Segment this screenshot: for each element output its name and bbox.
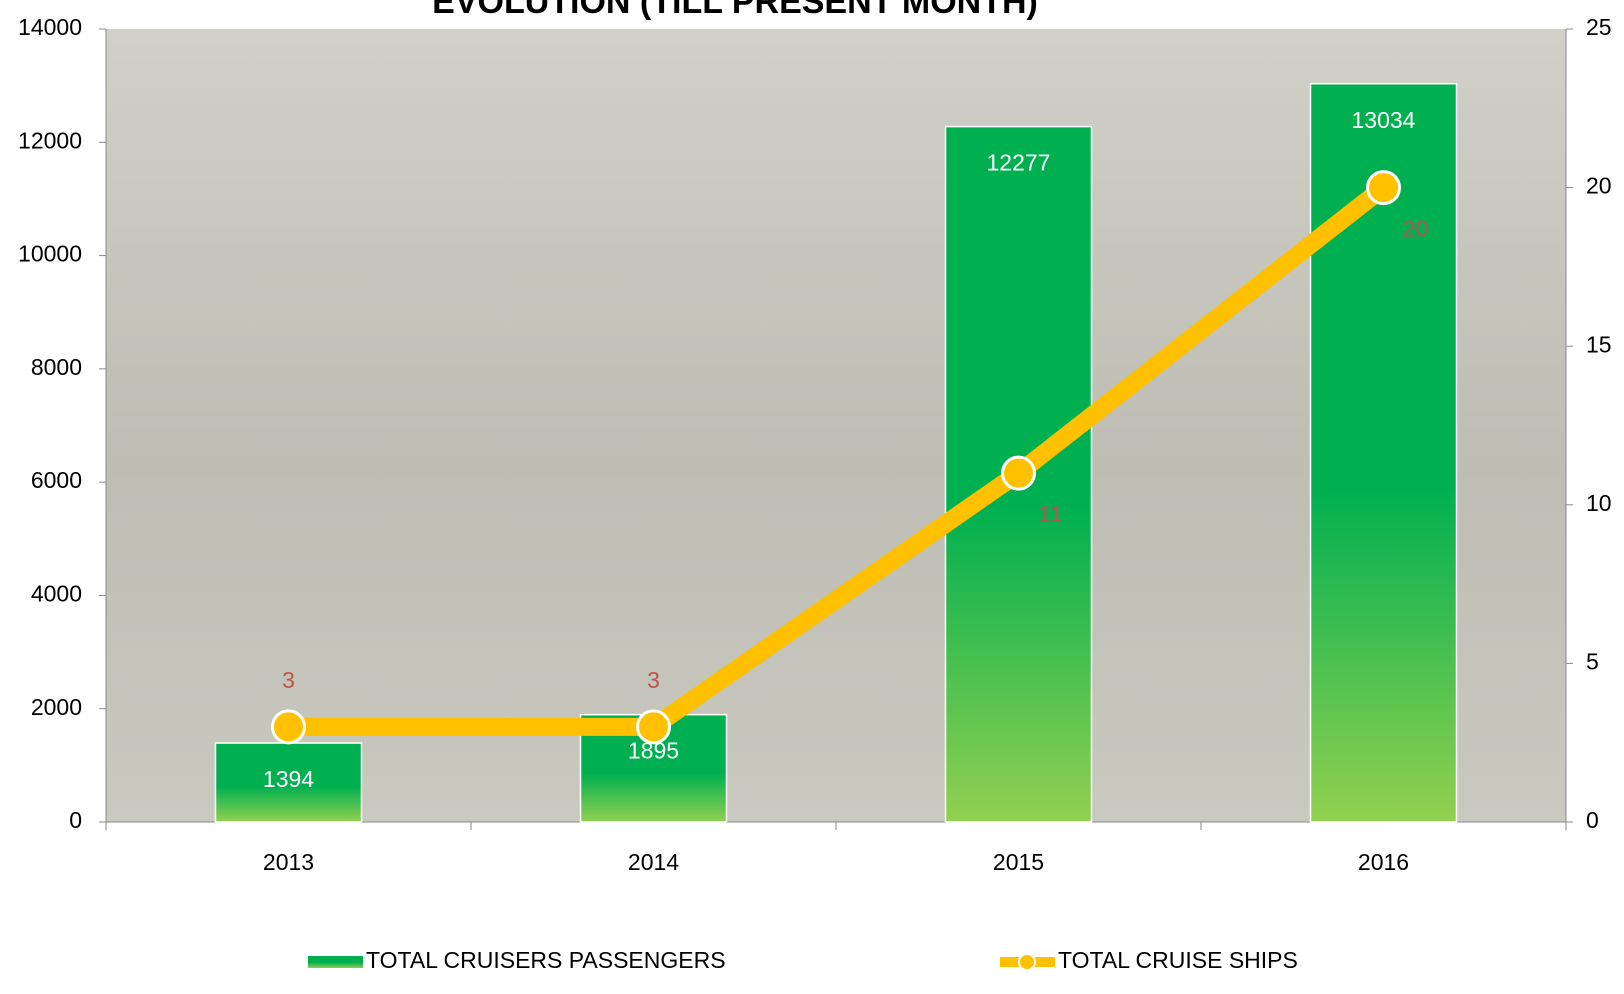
y2-tick-label: 15 <box>1586 331 1612 357</box>
x-tick-label: 2015 <box>993 849 1044 875</box>
line-value-label: 3 <box>282 667 295 693</box>
y2-tick-label: 0 <box>1586 807 1599 833</box>
legend-label: TOTAL CRUISE SHIPS <box>1058 947 1298 973</box>
y-tick-label: 14000 <box>18 14 82 40</box>
line <box>288 180 1390 736</box>
y-tick-label: 10000 <box>18 241 82 267</box>
legend-label: TOTAL CRUISERS PASSENGERS <box>366 947 726 973</box>
bar-value-label: 12277 <box>987 150 1051 176</box>
y-tick-label: 6000 <box>31 467 82 493</box>
x-tick-label: 2016 <box>1358 849 1409 875</box>
y-tick-label: 0 <box>69 807 82 833</box>
line-value-label: 3 <box>647 667 660 693</box>
bar <box>1309 82 1458 823</box>
y-tick-label: 8000 <box>31 354 82 380</box>
line-marker <box>1366 170 1401 206</box>
x-tick-label: 2013 <box>263 849 314 875</box>
y2-tick-label: 5 <box>1586 648 1599 674</box>
bar-value-label: 1394 <box>263 766 314 792</box>
y2-tick-label: 25 <box>1586 14 1612 40</box>
chart-title: EVOLUTION (TILL PRESENT MONTH) <box>432 0 1038 21</box>
legend-swatch <box>308 956 363 968</box>
y-tick-label: 2000 <box>31 694 82 720</box>
legend-swatch-marker <box>1018 953 1036 971</box>
line-marker <box>636 709 671 745</box>
line-marker <box>271 709 306 745</box>
line-marker <box>1001 455 1036 491</box>
y2-tick-label: 20 <box>1586 173 1612 199</box>
x-tick-label: 2014 <box>628 849 679 875</box>
line-value-label: 11 <box>1039 501 1063 527</box>
y2-tick-label: 10 <box>1586 490 1612 516</box>
y-tick-label: 12000 <box>18 127 82 153</box>
bar-value-label: 13034 <box>1352 107 1416 133</box>
line-value-label: 20 <box>1403 216 1429 242</box>
y-tick-label: 4000 <box>31 581 82 607</box>
